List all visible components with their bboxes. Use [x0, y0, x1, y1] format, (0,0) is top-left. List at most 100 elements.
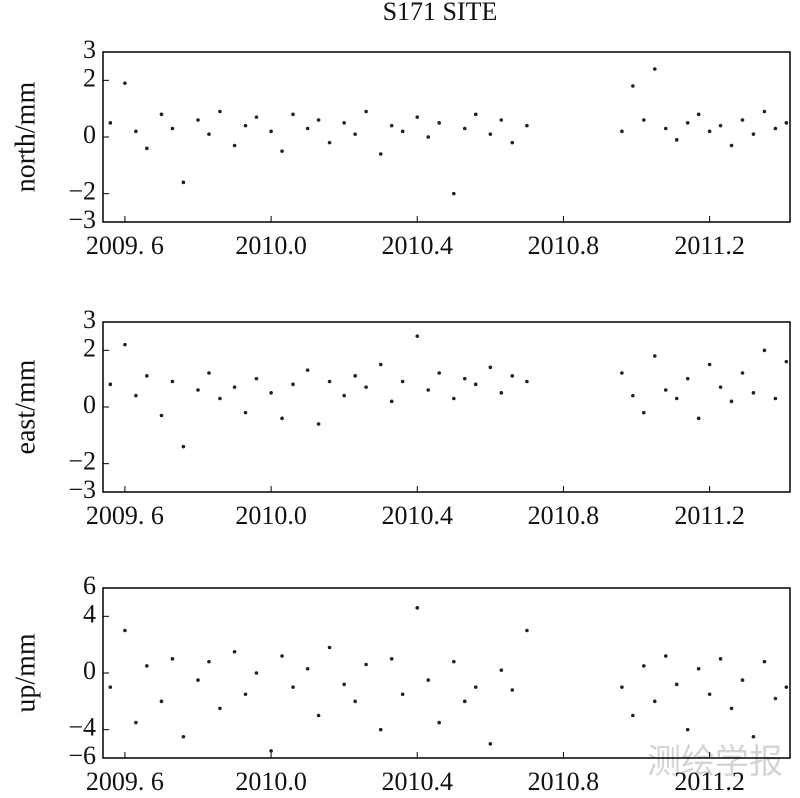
- data-point: [740, 678, 745, 682]
- data-point: [134, 720, 138, 725]
- data-point: [510, 374, 515, 378]
- data-point: [108, 382, 113, 387]
- data-point: [652, 699, 657, 704]
- data-point: [499, 118, 504, 122]
- data-point: [291, 112, 295, 117]
- data-point: [364, 662, 368, 667]
- data-point: [642, 664, 646, 668]
- y-tick-label: −2: [68, 447, 96, 476]
- data-point: [327, 645, 332, 650]
- y-axis-label: up/mm: [10, 633, 41, 713]
- data-point: [751, 391, 756, 395]
- data-point: [364, 109, 368, 114]
- data-point: [773, 126, 778, 131]
- data-point: [196, 678, 200, 682]
- data-point: [426, 678, 431, 682]
- data-point: [674, 682, 679, 687]
- data-point: [145, 664, 149, 668]
- data-point: [291, 382, 295, 387]
- y-axis-label: east/mm: [10, 359, 41, 454]
- data-point: [620, 685, 624, 689]
- data-point: [305, 368, 310, 372]
- data-point: [378, 152, 383, 156]
- data-point: [291, 685, 295, 689]
- data-point: [196, 388, 200, 392]
- data-point: [663, 654, 668, 658]
- data-point: [342, 682, 346, 687]
- data-point: [400, 379, 405, 384]
- data-point: [254, 115, 259, 119]
- data-point: [473, 112, 478, 117]
- data-point: [729, 706, 734, 711]
- x-tick-label: 2010.4: [382, 767, 454, 796]
- data-point: [415, 606, 420, 610]
- x-tick-label: 2009. 6: [86, 767, 164, 796]
- data-point: [232, 143, 237, 148]
- data-point: [415, 334, 420, 338]
- data-point: [207, 659, 211, 664]
- data-point: [718, 123, 723, 128]
- data-point: [663, 126, 668, 131]
- data-point: [452, 191, 456, 196]
- data-point: [145, 146, 149, 151]
- data-point: [305, 126, 310, 131]
- y-tick-label: 6: [83, 571, 96, 600]
- data-point: [642, 118, 646, 122]
- data-point: [426, 388, 431, 392]
- data-point: [784, 685, 789, 689]
- y-tick-label: 3: [83, 305, 96, 334]
- data-point: [462, 126, 467, 131]
- data-point: [389, 399, 394, 404]
- data-point: [305, 666, 310, 671]
- data-point: [751, 734, 756, 739]
- data-point: [488, 365, 493, 370]
- data-point: [685, 376, 690, 381]
- data-point: [269, 129, 273, 134]
- data-point: [652, 354, 657, 358]
- data-point: [243, 410, 248, 415]
- y-tick-label: −4: [68, 713, 96, 742]
- data-point: [729, 399, 734, 404]
- data-point: [762, 659, 767, 664]
- x-tick-label: 2011.2: [674, 501, 745, 530]
- data-point: [378, 727, 383, 732]
- data-point: [488, 742, 493, 746]
- data-point: [452, 396, 456, 401]
- data-point: [762, 348, 767, 353]
- x-tick-label: 2010.0: [235, 231, 307, 260]
- data-point: [243, 692, 248, 697]
- data-point: [525, 123, 529, 128]
- data-point: [353, 374, 357, 378]
- data-point: [696, 416, 701, 421]
- data-point: [280, 416, 284, 421]
- y-tick-label: 2: [83, 63, 96, 92]
- data-point: [170, 379, 175, 384]
- data-point: [437, 121, 441, 125]
- data-point: [159, 413, 164, 418]
- y-tick-label: −3: [68, 475, 96, 504]
- data-point: [784, 359, 789, 364]
- data-point: [342, 121, 346, 125]
- data-point: [108, 121, 113, 125]
- data-point: [327, 379, 332, 384]
- data-point: [269, 391, 273, 395]
- data-point: [232, 649, 237, 654]
- y-axis-label: north/mm: [10, 82, 41, 193]
- x-tick-label: 2009. 6: [86, 231, 164, 260]
- data-point: [280, 654, 284, 658]
- data-point: [123, 81, 127, 85]
- data-point: [525, 379, 529, 384]
- data-point: [134, 393, 138, 398]
- data-point: [159, 699, 164, 704]
- x-tick-label: 2010.0: [235, 501, 307, 530]
- data-point: [243, 123, 248, 128]
- data-point: [620, 371, 624, 375]
- data-point: [400, 692, 405, 697]
- data-point: [452, 659, 456, 664]
- data-point: [353, 699, 357, 704]
- data-point: [378, 362, 383, 367]
- data-point: [400, 129, 405, 134]
- data-point: [280, 149, 284, 153]
- data-point: [181, 180, 186, 185]
